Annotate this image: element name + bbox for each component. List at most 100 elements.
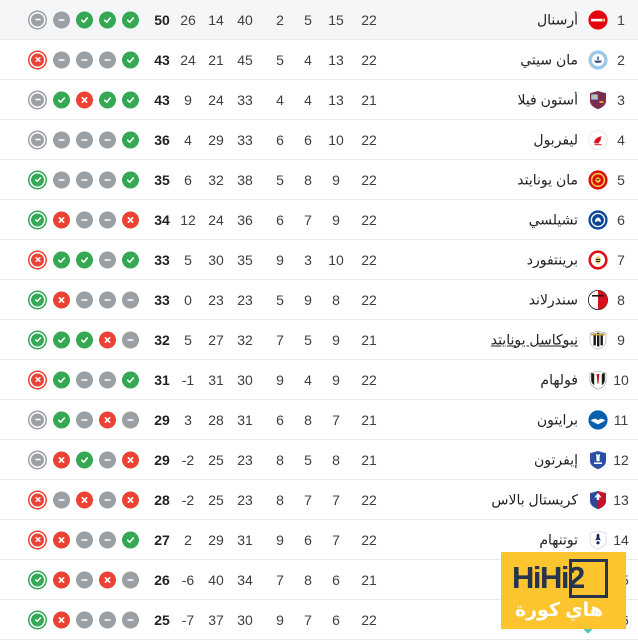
form-indicators <box>28 530 145 549</box>
form-loss-icon <box>53 451 70 468</box>
played-value: 21 <box>361 91 377 108</box>
goals-for-value: 31 <box>237 531 253 548</box>
form-draw-icon <box>76 211 93 228</box>
points-value: 32 <box>154 331 170 348</box>
tottenham-crest <box>588 530 608 550</box>
team-name[interactable]: أرسنال <box>536 11 578 27</box>
brentford-crest <box>588 249 608 270</box>
team-name[interactable]: أستون فيلا <box>517 91 578 107</box>
watermark-title: HiHi2 <box>512 560 585 595</box>
form-draw-icon <box>99 451 116 468</box>
goals-against-value: 14 <box>208 11 224 28</box>
watermark-square <box>569 559 608 598</box>
form-indicators <box>28 450 145 469</box>
team-name[interactable]: كريستال بالاس <box>491 491 578 507</box>
losses-value: 7 <box>276 571 284 588</box>
played-value: 21 <box>361 331 377 348</box>
goals-against-value: 25 <box>208 491 224 508</box>
form-indicators <box>28 570 145 589</box>
losses-value: 9 <box>276 611 284 628</box>
points-value: 43 <box>154 51 170 68</box>
team-name[interactable]: برينتفورد <box>526 251 578 267</box>
form-loss-icon <box>53 571 70 588</box>
form-draw-icon <box>99 171 116 188</box>
position-number: 5 <box>617 171 625 188</box>
form-draw-icon <box>31 413 44 426</box>
form-indicators <box>28 250 145 269</box>
team-name[interactable]: فولهام <box>540 371 578 387</box>
form-loss-icon <box>53 531 70 548</box>
played-value: 22 <box>361 531 377 548</box>
losses-value: 6 <box>276 131 284 148</box>
goals-against-value: 30 <box>208 251 224 268</box>
wins-value: 8 <box>332 451 340 468</box>
draws-value: 6 <box>304 531 312 548</box>
team-name[interactable]: نيوكاسل يونايتد <box>490 331 578 347</box>
form-draw-icon <box>76 411 93 428</box>
form-draw-icon <box>76 611 93 628</box>
form-loss-icon <box>31 373 44 386</box>
form-draw-icon <box>99 131 116 148</box>
goals-for-value: 45 <box>237 51 253 68</box>
goals-for-value: 23 <box>237 451 253 468</box>
form-win-icon <box>76 11 93 28</box>
team-name[interactable]: تشيلسي <box>528 211 578 227</box>
team-name[interactable]: سندرلاند <box>528 291 578 307</box>
draws-value: 5 <box>304 451 312 468</box>
team-name[interactable]: مان سيتي <box>520 51 578 67</box>
wins-value: 7 <box>332 531 340 548</box>
played-value: 22 <box>361 51 377 68</box>
team-name[interactable]: مان يونايتد <box>517 171 578 187</box>
table-row: 28 -2 25 23 8 7 7 22 كريستال بالاس 13 <box>0 480 638 520</box>
losses-value: 8 <box>276 491 284 508</box>
team-name[interactable]: ليفربول <box>533 131 578 147</box>
form-indicators <box>28 330 145 349</box>
form-draw-icon <box>76 531 93 548</box>
form-loss-icon <box>76 91 93 108</box>
team-name[interactable]: برايتون <box>536 411 578 427</box>
points-value: 33 <box>154 251 170 268</box>
goals-for-value: 38 <box>237 171 253 188</box>
form-loss-icon <box>122 451 139 468</box>
wins-value: 9 <box>332 331 340 348</box>
goal-diff-value: 5 <box>184 331 192 348</box>
form-win-icon <box>76 251 93 268</box>
draws-value: 7 <box>304 211 312 228</box>
fulham-crest <box>588 370 608 390</box>
draws-value: 6 <box>304 131 312 148</box>
points-value: 26 <box>154 571 170 588</box>
draws-value: 7 <box>304 491 312 508</box>
goal-diff-value: 26 <box>180 11 196 28</box>
draws-value: 5 <box>304 11 312 28</box>
form-draw-icon <box>31 453 44 466</box>
brighton-crest <box>588 409 608 430</box>
wins-value: 10 <box>328 251 344 268</box>
form-loss-icon <box>99 411 116 428</box>
goal-diff-value: -2 <box>181 451 195 468</box>
goals-for-value: 34 <box>237 571 253 588</box>
table-row: 34 12 24 36 6 7 9 22 تشيلسي 6 <box>0 200 638 240</box>
everton-crest <box>588 450 608 470</box>
goals-for-value: 32 <box>237 331 253 348</box>
form-draw-icon <box>76 51 93 68</box>
form-indicators <box>28 170 145 189</box>
liverpool-crest <box>588 129 608 150</box>
table-row: 36 4 29 33 6 6 10 22 ليفربول 4 <box>0 120 638 160</box>
played-value: 21 <box>361 571 377 588</box>
form-win-icon <box>53 251 70 268</box>
goals-against-value: 25 <box>208 451 224 468</box>
form-win-icon <box>53 331 70 348</box>
form-loss-icon <box>53 211 70 228</box>
form-win-icon <box>31 293 44 306</box>
team-name[interactable]: توتنهام <box>539 531 578 547</box>
form-loss-icon <box>99 331 116 348</box>
played-value: 21 <box>361 451 377 468</box>
table-row: 33 0 23 23 5 9 8 22 سندرلاند 8 <box>0 280 638 320</box>
form-win-icon <box>53 371 70 388</box>
goals-against-value: 24 <box>208 91 224 108</box>
table-row: 32 5 27 32 7 5 9 21 نيوكاسل يونايتد 9 <box>0 320 638 360</box>
team-name[interactable]: إيفرتون <box>533 451 578 467</box>
form-win-icon <box>76 451 93 468</box>
draws-value: 5 <box>304 331 312 348</box>
